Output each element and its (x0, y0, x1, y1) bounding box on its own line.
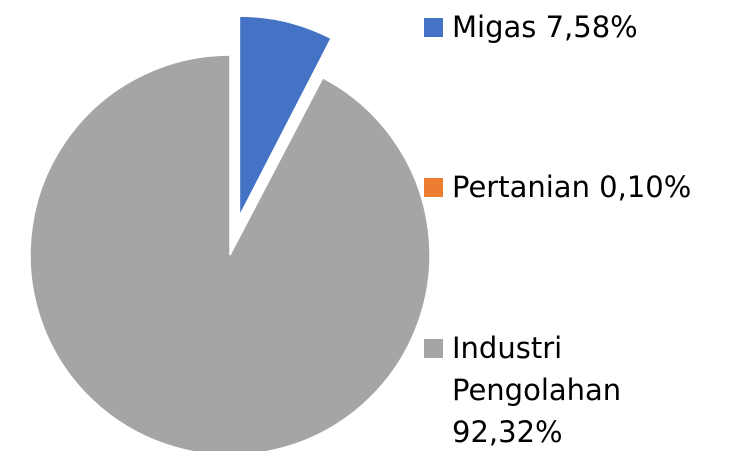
legend-value: 7,58% (545, 10, 638, 44)
legend-text: Migas 7,58% (452, 6, 751, 48)
pie-slice (238, 15, 333, 217)
legend-label: Migas (452, 10, 537, 44)
legend-value: 92,32% (452, 415, 563, 449)
legend-text: Pertanian 0,10% (452, 166, 751, 208)
legend-swatch (424, 18, 443, 37)
legend-value: 0,10% (599, 170, 692, 204)
legend-text: Industri Pengolahan 92,32% (452, 327, 682, 453)
legend-label: Industri Pengolahan (452, 331, 622, 407)
legend-swatch (424, 178, 443, 197)
pie-slice (29, 54, 431, 451)
legend-swatch (424, 339, 443, 358)
legend-label: Pertanian (452, 170, 590, 204)
